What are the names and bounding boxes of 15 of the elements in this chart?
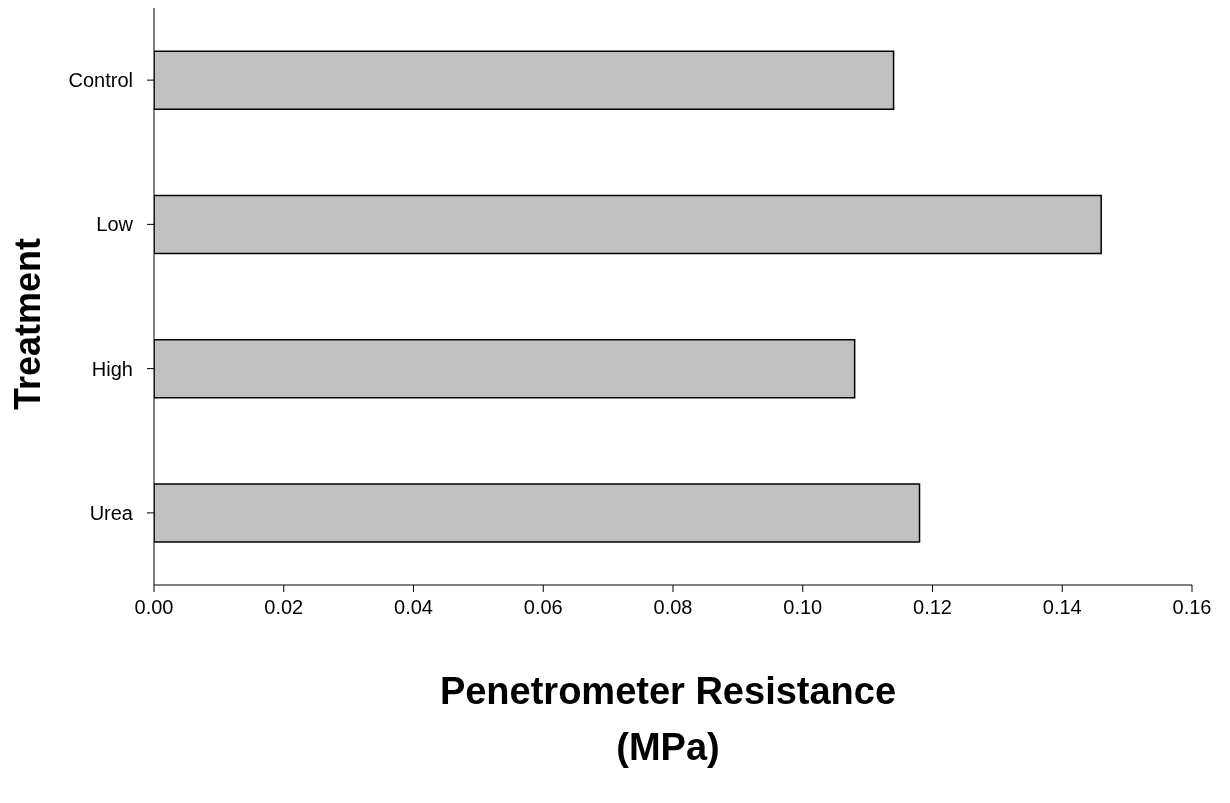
y-tick-label: Control: [68, 69, 133, 92]
x-axis-title: Penetrometer Resistance (MPa): [438, 669, 898, 770]
x-tick-label: 0.00: [134, 596, 174, 619]
x-tick-label: 0.06: [523, 596, 563, 619]
x-tick-label: 0.14: [1042, 596, 1082, 619]
x-tick-label: 0.08: [653, 596, 693, 619]
x-tick-label: 0.12: [913, 596, 952, 619]
x-tick-label: 0.10: [783, 596, 823, 619]
y-tick-label: High: [91, 357, 133, 380]
y-axis-title: Treatment: [7, 237, 49, 411]
x-tick-label: 0.02: [264, 596, 304, 619]
x-tick-label: 0.16: [1172, 596, 1212, 619]
y-tick-label: Urea: [89, 501, 134, 524]
x-tick-label: 0.04: [394, 596, 433, 619]
y-tick-label: Low: [96, 213, 134, 236]
